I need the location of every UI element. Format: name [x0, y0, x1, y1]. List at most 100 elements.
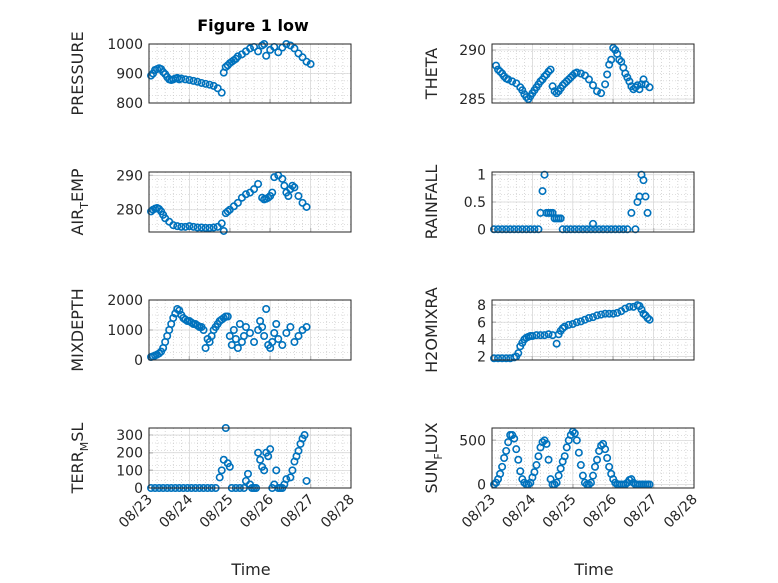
data-point	[217, 88, 226, 97]
y-tick-label: 2	[477, 350, 486, 366]
data-point	[246, 328, 255, 337]
data-point	[601, 309, 610, 318]
data-point	[260, 331, 269, 340]
data-point	[177, 74, 186, 83]
y-axis-label: H2OMIXRA	[422, 287, 441, 373]
data-point	[189, 222, 198, 231]
axes-border	[491, 171, 695, 233]
data-point	[591, 462, 600, 471]
data-point	[189, 76, 198, 85]
data-point	[258, 322, 267, 331]
data-point	[298, 198, 307, 207]
axes-border	[491, 427, 695, 489]
data-point	[498, 462, 507, 471]
axes-border	[148, 171, 352, 233]
data-point	[613, 308, 622, 317]
data-point	[558, 324, 567, 333]
data-point	[554, 471, 563, 480]
data-point	[264, 193, 273, 202]
data-point	[235, 319, 244, 328]
data-point	[584, 313, 593, 322]
data-point	[637, 305, 646, 314]
data-point	[193, 77, 202, 86]
data-point	[538, 438, 547, 447]
data-point	[639, 176, 648, 185]
subplot-5: 0 1000 2000 MIXDEPTH	[68, 288, 352, 372]
data-point	[241, 190, 250, 199]
y-tick-label: 1000	[107, 323, 143, 339]
y-tick-label: 285	[459, 92, 486, 108]
data-point	[306, 60, 315, 69]
y-tick-label: 800	[116, 96, 143, 112]
data-point	[155, 349, 164, 358]
data-point	[502, 354, 511, 363]
data-point	[597, 310, 606, 319]
data-point	[560, 452, 569, 461]
data-point	[177, 222, 186, 231]
data-point	[605, 309, 614, 318]
data-point	[280, 181, 289, 190]
data-point	[272, 466, 281, 475]
data-point	[201, 79, 210, 88]
data-point	[282, 475, 291, 484]
data-point	[217, 219, 226, 228]
data-point	[197, 78, 206, 87]
data-point	[544, 330, 553, 339]
data-point	[159, 68, 168, 77]
data-point	[215, 473, 224, 482]
data-point	[288, 466, 297, 475]
data-point	[254, 47, 263, 56]
data-point	[574, 448, 583, 457]
data-point	[282, 328, 291, 337]
data-point	[500, 453, 509, 462]
data-point	[262, 51, 271, 60]
data-point	[504, 75, 513, 84]
data-point	[286, 473, 295, 482]
data-point	[566, 73, 575, 82]
data-point	[605, 462, 614, 471]
subplot-2: 285 290 THETA	[422, 43, 695, 108]
data-point	[243, 469, 252, 478]
data-point	[542, 439, 551, 448]
data-point	[213, 84, 222, 93]
y-tick-label: 300	[116, 428, 143, 444]
data-point	[558, 81, 567, 90]
data-point	[514, 455, 523, 464]
data-point	[633, 81, 642, 90]
data-point	[225, 331, 234, 340]
data-point	[246, 44, 255, 53]
subplot-4: 0 0.5 1 RAINFALL	[422, 165, 695, 239]
data-point	[601, 80, 610, 89]
data-point	[233, 343, 242, 352]
data-point	[260, 466, 269, 475]
y-tick-label: 500	[459, 433, 486, 449]
data-point	[621, 69, 630, 78]
data-point	[588, 313, 597, 322]
data-point	[494, 354, 503, 363]
data-point	[241, 322, 250, 331]
data-point	[302, 476, 311, 485]
data-point	[233, 198, 242, 207]
y-tick-label: 900	[116, 67, 143, 83]
y-tick-label: 280	[116, 203, 143, 219]
data-point	[552, 89, 561, 98]
data-point	[546, 65, 555, 74]
data-point	[147, 71, 156, 80]
data-point	[562, 443, 571, 452]
data-point	[262, 304, 271, 313]
data-point	[274, 48, 283, 57]
data-point	[270, 328, 279, 337]
data-point	[514, 349, 523, 358]
data-point	[217, 466, 226, 475]
data-point	[645, 83, 654, 92]
data-point	[181, 75, 190, 84]
axes-border	[148, 299, 352, 361]
data-point	[185, 75, 194, 84]
data-point	[593, 311, 602, 320]
y-tick-label: 0	[134, 353, 143, 369]
y-axis-label: THETA	[422, 48, 441, 100]
subplot-6: 2 468 H2OMIXRA	[422, 287, 695, 373]
data-point	[611, 45, 620, 54]
